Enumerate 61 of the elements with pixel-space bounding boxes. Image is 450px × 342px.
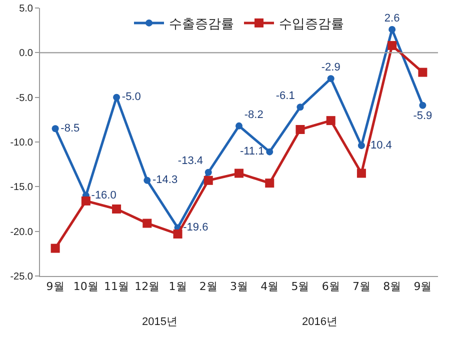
x-tick-label: 2월 [199, 280, 218, 294]
data-label: 2.6 [384, 12, 400, 24]
x-tick-label: 7월 [352, 280, 370, 294]
point [296, 124, 305, 134]
data-label: -5.9 [413, 110, 432, 122]
text: 2016년 [302, 316, 338, 328]
x-tick-label: 4월 [260, 280, 279, 294]
x-tick-label: 12월 [134, 280, 160, 294]
data-label: -14.3 [152, 174, 178, 186]
y-tick-label: -10.0 [10, 138, 34, 148]
x-tick-label: 6월 [322, 280, 340, 294]
data-label: -5.0 [122, 91, 141, 104]
y-tick-label: -5.0 [16, 92, 34, 104]
x-tick-label: 10월 [73, 280, 98, 294]
point [356, 168, 366, 178]
data-label: -8.2 [244, 108, 264, 121]
data-label: -19.6 [183, 222, 208, 234]
text: 2015년 [142, 316, 178, 328]
data-label: -8.5 [60, 122, 80, 134]
y-tick-label: -20.0 [10, 226, 34, 238]
x-tick-label: 5월 [291, 280, 310, 294]
x-tick-label: 9월 [46, 280, 64, 294]
data-label: -16.0 [91, 189, 116, 202]
point [418, 68, 428, 77]
data-label: -10.4 [366, 139, 392, 152]
y-tick-label: -25.0 [10, 272, 34, 282]
y-tick-label: 5.0 [19, 4, 34, 14]
y-tick-label: 0.0 [19, 48, 34, 60]
point [204, 176, 213, 185]
x-tick-label: 8월 [383, 280, 402, 294]
data-label: -2.9 [321, 61, 340, 74]
legend-label: 수입증감률 [279, 17, 344, 32]
data-label: -11.1 [240, 146, 264, 158]
point [204, 168, 212, 176]
point [81, 196, 90, 206]
point [327, 75, 334, 82]
data-label: -13.4 [178, 155, 204, 168]
point [388, 26, 396, 33]
point [358, 142, 365, 150]
point [266, 148, 274, 156]
x-tick-label: 3월 [230, 280, 248, 294]
legend-label: 수출증감률 [169, 17, 234, 32]
point [265, 178, 274, 188]
point [113, 94, 120, 101]
point [50, 244, 60, 253]
data-label: -6.1 [276, 90, 295, 102]
point [326, 116, 336, 126]
x-tick-label: 1월 [168, 280, 187, 294]
point [52, 125, 59, 132]
point [388, 41, 397, 50]
y-tick-label: -15.0 [10, 182, 34, 194]
point [419, 102, 426, 109]
point [173, 230, 182, 239]
point [296, 104, 304, 111]
point [144, 176, 151, 184]
point [142, 218, 152, 228]
point [236, 122, 242, 130]
point [234, 168, 244, 178]
point [112, 204, 122, 214]
x-tick-label: 11월 [104, 280, 130, 294]
x-tick-label: 9월 [414, 280, 432, 294]
